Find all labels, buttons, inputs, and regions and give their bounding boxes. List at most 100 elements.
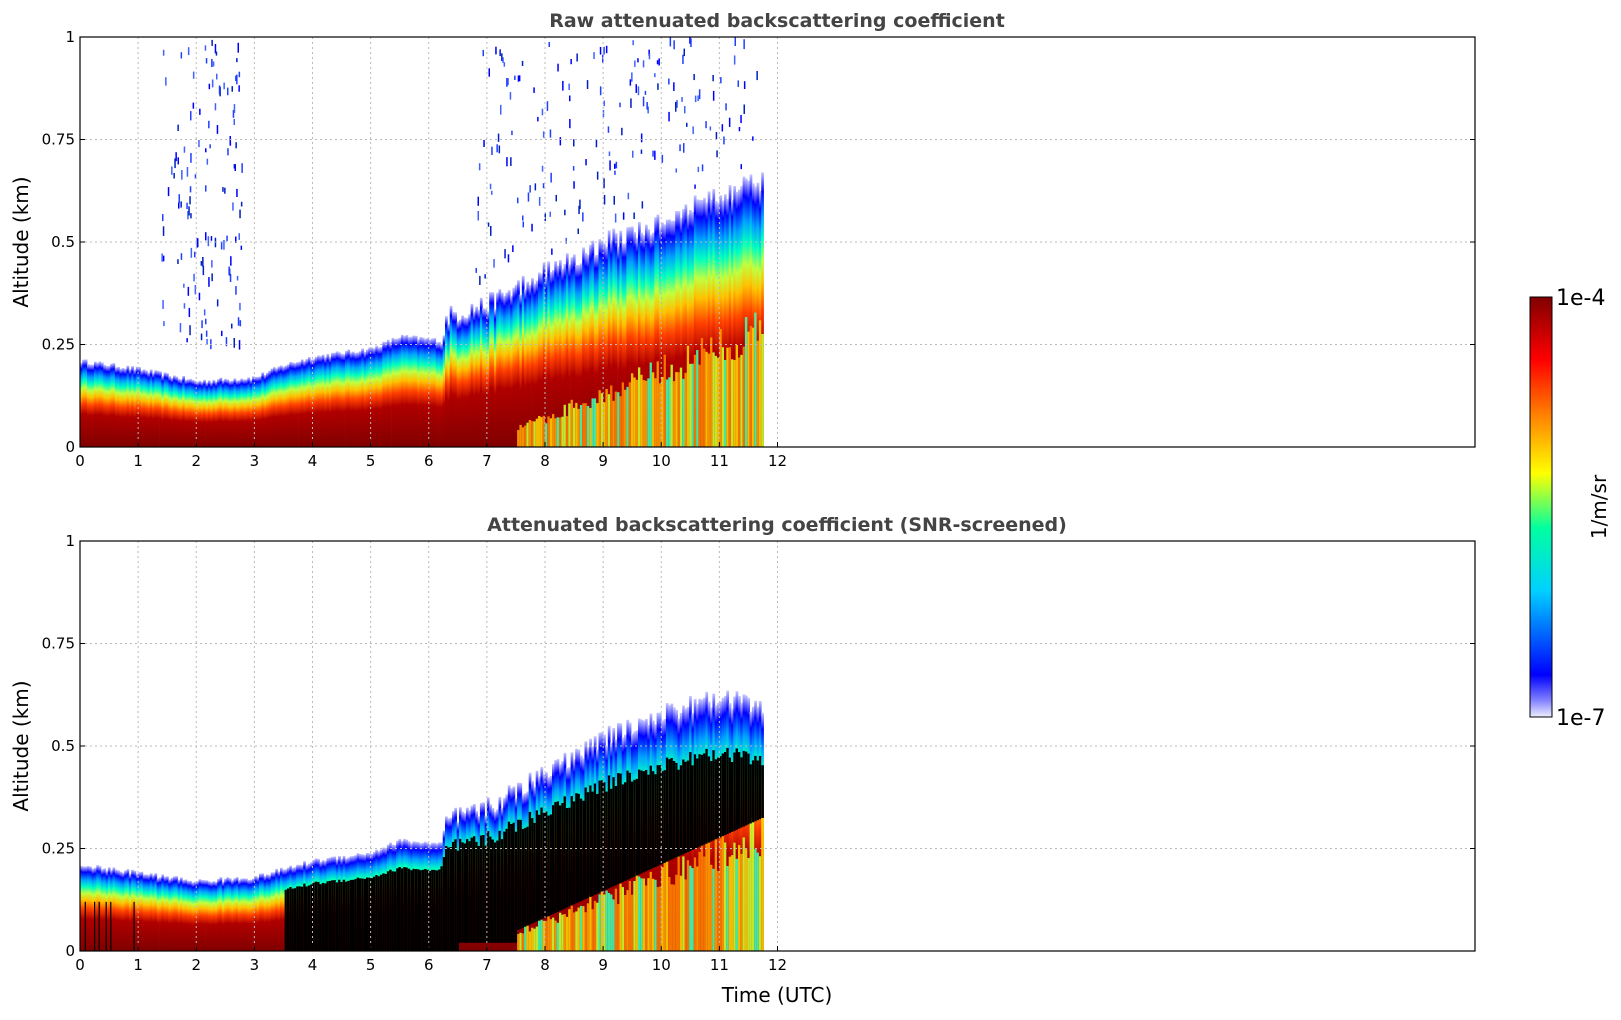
heatmap-cell: [672, 884, 676, 951]
heatmap-cell: [345, 881, 348, 951]
heatmap-cell: [721, 200, 725, 447]
heatmap-cell: [398, 867, 402, 951]
colorbar-max-label: 1e-4: [1556, 286, 1605, 311]
heatmap-cell: [103, 365, 107, 447]
heatmap-cell: [719, 195, 723, 447]
heatmap-cell: [347, 349, 351, 447]
heatmap-cell: [721, 835, 725, 951]
heatmap-cell: [110, 870, 113, 951]
heatmap-cell: [200, 381, 204, 447]
heatmap-cell: [692, 126, 694, 135]
heatmap-cell: [635, 872, 639, 951]
heatmap-cell: [589, 785, 592, 897]
heatmap-cell: [226, 379, 230, 447]
heatmap-cell: [421, 869, 425, 951]
heatmap-cell: [498, 830, 502, 943]
heatmap-cell: [612, 400, 616, 447]
heatmap-cell: [521, 828, 525, 928]
heatmap-cell: [489, 836, 492, 943]
heatmap-cell: [484, 308, 488, 447]
heatmap-cell: [747, 180, 751, 447]
heatmap-cell: [173, 173, 175, 179]
heatmap-cell: [535, 810, 539, 922]
heatmap-cell: [672, 761, 676, 859]
heatmap-cell: [398, 337, 402, 447]
heatmap-cell: [479, 835, 483, 943]
heatmap-cell: [488, 68, 490, 77]
heatmap-cell: [744, 317, 748, 447]
heatmap-cell: [628, 772, 632, 879]
heatmap-cell: [333, 880, 337, 951]
heatmap-cell: [717, 757, 720, 839]
heatmap-cell: [214, 882, 218, 951]
heatmap-cell: [663, 224, 667, 447]
heatmap-cell: [615, 161, 618, 169]
heatmap-cell: [647, 774, 651, 871]
heatmap-cell: [356, 877, 360, 951]
heatmap-cell: [205, 232, 207, 241]
heatmap-cell: [673, 40, 675, 50]
heatmap-cell: [668, 78, 670, 85]
heatmap-cell: [528, 420, 532, 447]
heatmap-cell: [428, 870, 432, 951]
heatmap-cell: [472, 836, 476, 943]
heatmap-cell: [679, 367, 683, 447]
heatmap-cell: [752, 136, 754, 141]
heatmap-cell: [709, 126, 712, 131]
heatmap-cell: [689, 363, 692, 447]
heatmap-cell: [501, 53, 503, 61]
heatmap-cell: [112, 363, 116, 447]
heatmap-cell: [559, 137, 562, 146]
heatmap-cell: [170, 877, 174, 951]
x-tick-label: 0: [75, 956, 85, 974]
heatmap-cell: [555, 194, 557, 202]
heatmap-cell: [614, 233, 618, 447]
heatmap-cell: [238, 233, 240, 240]
heatmap-cell: [512, 245, 514, 252]
heatmap-cell: [349, 352, 353, 447]
heatmap-cell: [684, 106, 686, 114]
heatmap-cell: [284, 365, 288, 447]
heatmap-cell: [734, 37, 736, 46]
heatmap-cell: [503, 295, 506, 447]
heatmap-cell: [199, 108, 201, 115]
heatmap-cell: [206, 338, 208, 345]
heatmap-cell: [563, 914, 567, 951]
heatmap-cell: [270, 368, 274, 447]
heatmap-cell: [87, 866, 90, 951]
heatmap-cell: [326, 881, 330, 951]
heatmap-cell: [133, 870, 137, 951]
heatmap-cell: [252, 376, 255, 447]
heatmap-cell: [245, 878, 248, 951]
heatmap-cell: [126, 869, 130, 951]
heatmap-cell: [670, 364, 674, 447]
heatmap-cell: [266, 874, 269, 951]
heatmap-cell: [428, 339, 432, 447]
heatmap-cell: [649, 234, 653, 447]
heatmap-cell: [619, 230, 623, 447]
heatmap-cell: [605, 791, 609, 890]
heatmap-cell: [517, 430, 520, 447]
heatmap-cell: [717, 357, 720, 447]
heatmap-cell: [642, 96, 645, 107]
heatmap-cell: [238, 71, 241, 78]
heatmap-cell: [654, 217, 658, 447]
heatmap-cell: [280, 867, 283, 951]
heatmap-cell: [466, 839, 469, 943]
heatmap-cell: [641, 201, 644, 209]
heatmap-cell: [205, 58, 208, 64]
heatmap-cell: [286, 364, 290, 447]
heatmap-cell: [638, 221, 641, 447]
heatmap-cell: [589, 244, 592, 447]
heatmap-cell: [731, 762, 734, 832]
heatmap-cell: [352, 879, 355, 951]
x-tick-labels: 0 1 2 3 4 5 6 7 8 9 10 11 12: [75, 452, 787, 470]
heatmap-cell: [166, 876, 169, 951]
heatmap-cell: [207, 236, 210, 247]
heatmap-cell: [84, 866, 88, 951]
heatmap-cell: [526, 826, 530, 926]
heatmap-cell: [91, 868, 95, 951]
heatmap-cell: [565, 916, 569, 951]
heatmap-cell: [461, 842, 465, 943]
heatmap-cell: [312, 359, 316, 447]
